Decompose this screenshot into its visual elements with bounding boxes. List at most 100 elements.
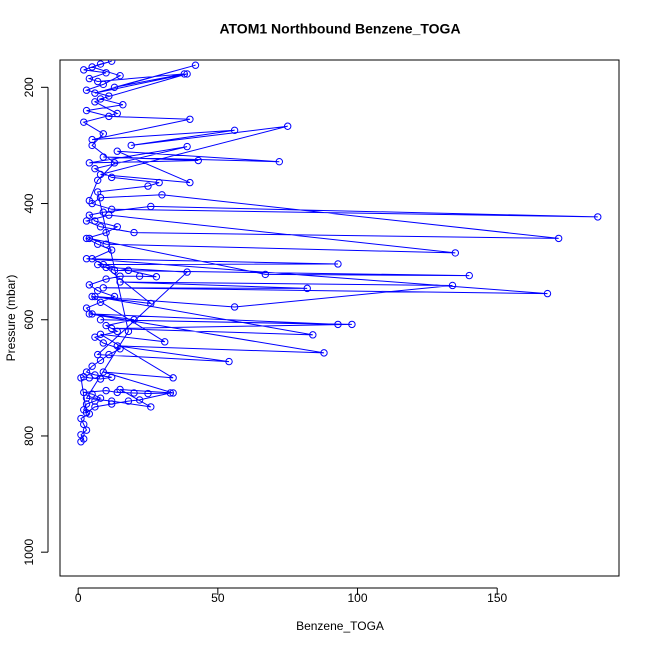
data-point [543, 289, 552, 298]
data-point [183, 142, 191, 151]
data-point [96, 356, 105, 365]
data-point [194, 156, 202, 165]
data-point [88, 362, 96, 370]
data-point [113, 342, 121, 350]
data-point [96, 95, 105, 103]
data-point [88, 63, 96, 71]
data-point [113, 147, 121, 155]
data-point [230, 126, 239, 135]
data-point [124, 266, 133, 275]
data-point [147, 403, 155, 411]
data-point [82, 106, 91, 115]
data-point [107, 173, 116, 182]
data-point [180, 70, 189, 78]
data-point [144, 389, 152, 398]
data-point [230, 303, 239, 311]
data-point [85, 310, 94, 318]
data-point [107, 246, 116, 254]
data-point [96, 394, 105, 402]
data-point [135, 396, 144, 404]
data-point [161, 338, 169, 346]
data-point [82, 86, 91, 94]
data-point [113, 223, 121, 231]
data-point [88, 292, 96, 301]
data-point [107, 397, 116, 405]
data-point [102, 240, 110, 248]
data-point [85, 281, 94, 289]
data-point [334, 320, 342, 329]
data-point [82, 304, 91, 312]
data-point [85, 234, 94, 243]
data-point [85, 196, 94, 205]
data-point [91, 292, 99, 301]
data-point [113, 327, 121, 336]
data-point [348, 320, 356, 329]
data-point [96, 330, 105, 338]
x-tick-label: 50 [211, 591, 225, 605]
data-point [96, 375, 105, 383]
data-point [169, 374, 177, 382]
y-tick-label: 800 [22, 426, 36, 446]
data-point [91, 333, 99, 341]
data-point [166, 389, 175, 397]
data-point [80, 420, 88, 429]
data-point [152, 273, 161, 281]
data-point [99, 339, 108, 347]
data-point [105, 112, 113, 121]
x-tick-label: 150 [487, 591, 507, 605]
data-point [91, 371, 99, 379]
data-point [99, 80, 108, 89]
data-point [94, 77, 102, 86]
y-tick-label: 600 [22, 309, 36, 329]
data-point [105, 92, 113, 100]
data-point [80, 66, 88, 74]
data-point [85, 159, 94, 167]
data-point [169, 389, 177, 397]
data-point [110, 159, 119, 167]
data-point [107, 60, 116, 65]
data-point [275, 157, 283, 166]
data-point [124, 327, 133, 336]
data-point [130, 316, 138, 324]
data-point [448, 281, 457, 290]
data-point [102, 263, 110, 272]
data-line [80, 60, 598, 443]
data-point [99, 130, 108, 138]
data-point [82, 234, 91, 243]
data-point [94, 176, 102, 184]
data-point [113, 109, 121, 118]
data-point [183, 70, 191, 78]
data-point [102, 386, 110, 395]
y-tick-label: 200 [22, 77, 36, 97]
data-point [110, 83, 119, 92]
data-point [88, 135, 96, 144]
data-point [82, 409, 91, 417]
data-point [110, 292, 119, 301]
x-axis-label: Benzene_TOGA [296, 619, 384, 633]
data-point [85, 74, 94, 83]
data-point [94, 260, 102, 269]
data-point [155, 178, 163, 187]
data-point [183, 268, 191, 276]
data-point [594, 213, 602, 221]
data-point [91, 397, 99, 405]
data-point [96, 194, 105, 202]
data-point [119, 101, 127, 109]
data-point [261, 270, 270, 279]
data-point [225, 357, 233, 366]
plot-frame [59, 59, 620, 577]
x-tick-label: 0 [75, 591, 82, 605]
data-point [116, 278, 124, 286]
data-point [80, 118, 88, 126]
data-point [451, 249, 459, 257]
data-point [88, 141, 96, 150]
data-point [88, 255, 96, 263]
y-axis-label: Pressure (mbar) [4, 275, 18, 362]
data-point [80, 388, 88, 397]
data-point [82, 394, 91, 402]
data-point [77, 431, 85, 439]
data-point [94, 350, 102, 359]
data-point [105, 350, 113, 359]
data-point [158, 191, 166, 199]
data-point [147, 299, 155, 308]
